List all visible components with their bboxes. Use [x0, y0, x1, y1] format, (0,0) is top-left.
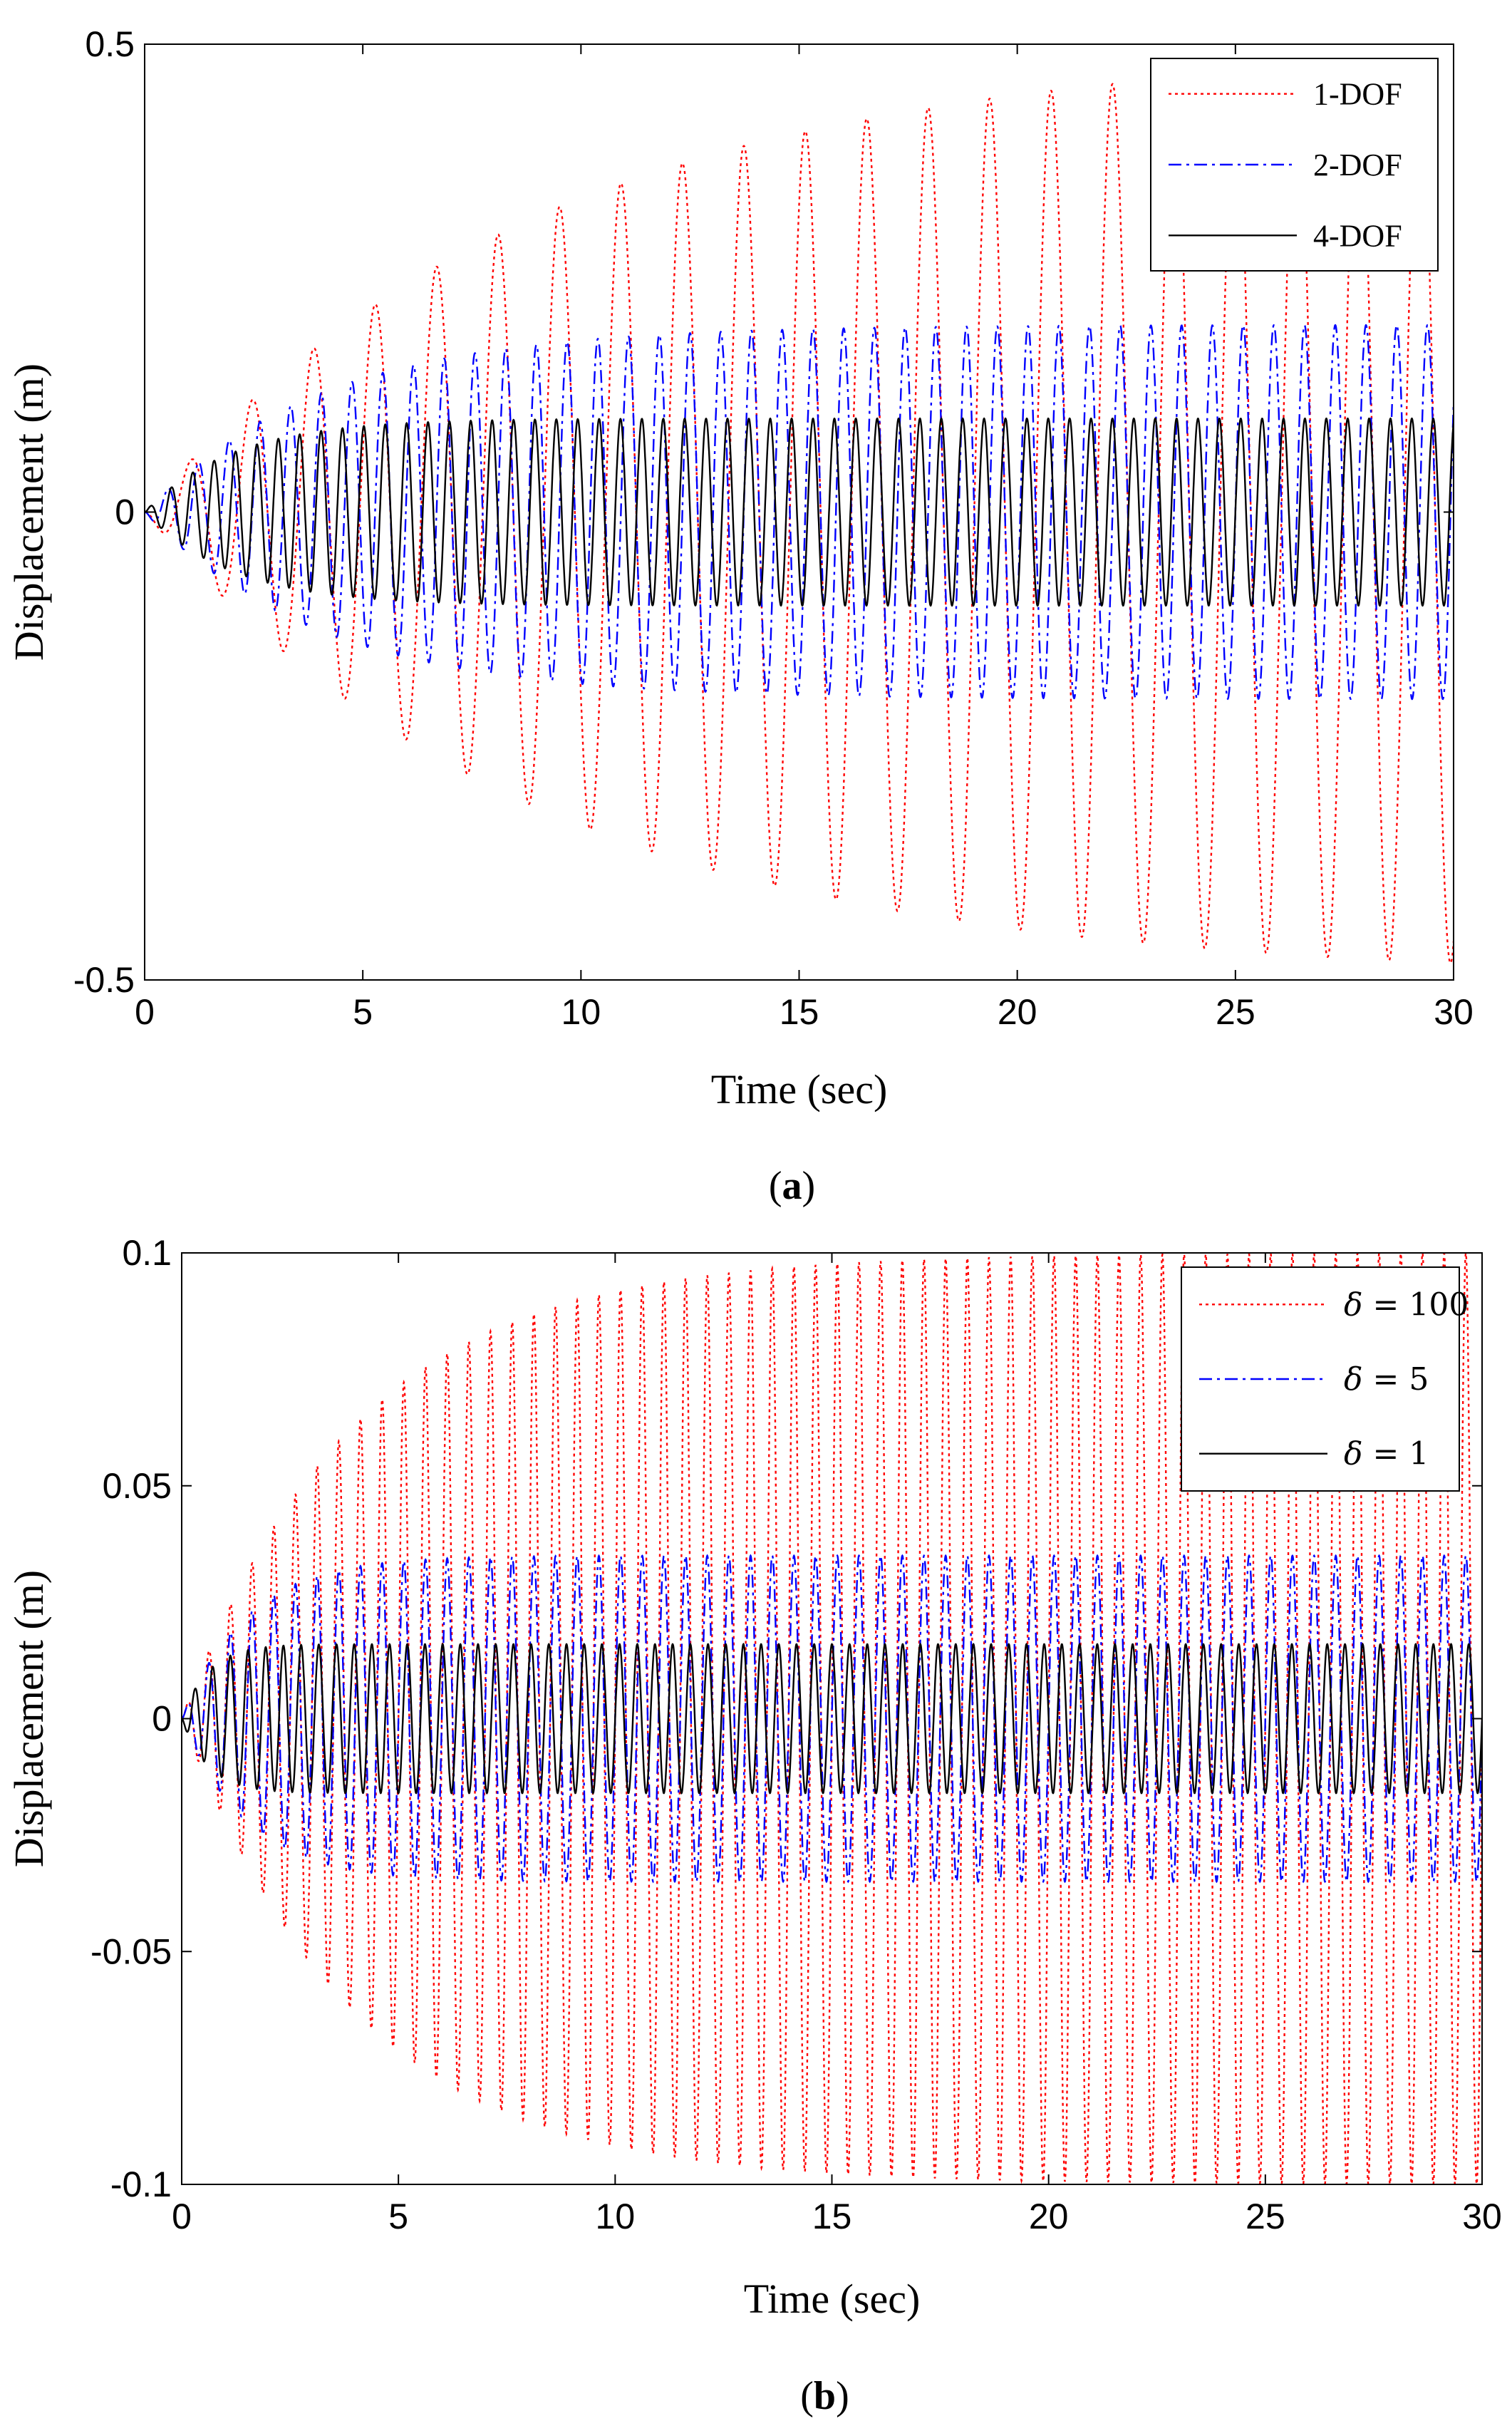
y-tick-label: -0.5: [73, 960, 135, 1000]
legend-label: 2-DOF: [1313, 148, 1402, 182]
x-tick-label: 5: [353, 992, 373, 1032]
legend: 1-DOF 2-DOF 4-DOF: [1150, 58, 1439, 272]
x-tick-label: 15: [780, 992, 819, 1032]
y-tick-label: 0: [115, 492, 135, 532]
x-tick-label: 30: [1462, 2197, 1502, 2236]
x-axis-label: Time (sec): [711, 1066, 888, 1113]
legend-label: δ = 5: [1344, 1361, 1429, 1398]
y-axis-label: Displacement (m): [6, 1570, 52, 1867]
y-tick-label: 0.05: [103, 1466, 172, 1506]
y-tick-label: 0.5: [85, 24, 135, 64]
legend-label: 1-DOF: [1313, 77, 1402, 112]
x-tick-label: 20: [1029, 2197, 1069, 2236]
series-line-a-3: [145, 417, 1454, 607]
legend-label: 4-DOF: [1313, 218, 1402, 253]
x-tick-label: 30: [1434, 992, 1474, 1032]
legend: δ = 100 δ = 5 δ = 1: [1181, 1266, 1469, 1492]
y-tick-label: 0.1: [122, 1233, 172, 1273]
y-tick-label: -0.1: [110, 2164, 172, 2204]
chart-panel-b: 0 5 10 15 20 25 30 -0.1 -0.05 0 0.05 0.1 Time (sec) D…: [6, 1233, 1502, 2418]
legend-label: δ = 100: [1344, 1286, 1469, 1323]
series-line-b-2: [182, 1554, 1482, 1884]
x-tick-label: 15: [812, 2197, 852, 2236]
series-line-b-3: [182, 1642, 1482, 1795]
x-tick-label: 10: [561, 992, 601, 1032]
x-tick-label: 5: [388, 2197, 408, 2236]
x-axis-label: Time (sec): [744, 2276, 921, 2322]
x-tick-label: 20: [998, 992, 1037, 1032]
y-tick-label: 0: [152, 1699, 172, 1739]
panel-caption: (b): [800, 2374, 849, 2418]
x-tick-label: 10: [596, 2197, 636, 2236]
x-tick-label: 25: [1216, 992, 1255, 1032]
y-axis-label: Displacement (m): [6, 363, 52, 661]
panel-caption: (a): [769, 1164, 815, 1208]
x-tick-label: 25: [1246, 2197, 1285, 2236]
legend-label: δ = 1: [1344, 1436, 1429, 1472]
x-tick-label: 0: [135, 992, 155, 1032]
y-tick-label: -0.05: [90, 1931, 172, 1971]
x-tick-label: 0: [172, 2197, 192, 2236]
